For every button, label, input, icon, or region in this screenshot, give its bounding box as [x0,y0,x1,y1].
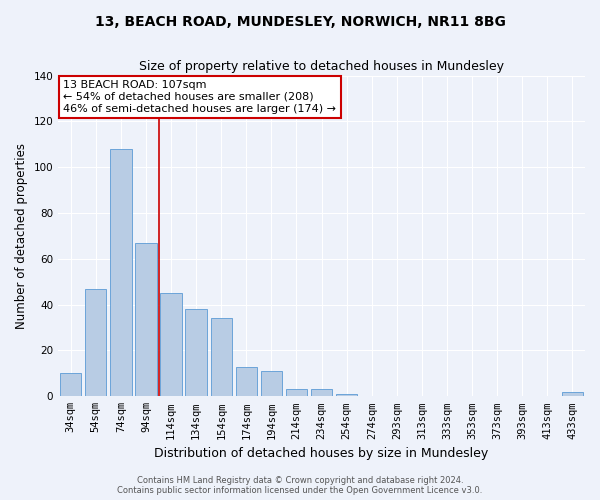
Title: Size of property relative to detached houses in Mundesley: Size of property relative to detached ho… [139,60,504,73]
Bar [85,288,106,397]
Text: 13, BEACH ROAD, MUNDESLEY, NORWICH, NR11 8BG: 13, BEACH ROAD, MUNDESLEY, NORWICH, NR11… [95,15,505,29]
Bar [110,149,131,396]
Bar [60,374,82,396]
X-axis label: Distribution of detached houses by size in Mundesley: Distribution of detached houses by size … [154,447,489,460]
Text: Contains HM Land Registry data © Crown copyright and database right 2024.
Contai: Contains HM Land Registry data © Crown c… [118,476,482,495]
Bar [261,371,282,396]
Bar [160,293,182,397]
Bar [311,390,332,396]
Bar [286,390,307,396]
Bar [562,392,583,396]
Text: 13 BEACH ROAD: 107sqm
← 54% of detached houses are smaller (208)
46% of semi-det: 13 BEACH ROAD: 107sqm ← 54% of detached … [64,80,337,114]
Y-axis label: Number of detached properties: Number of detached properties [15,143,28,329]
Bar [136,243,157,396]
Bar [336,394,358,396]
Bar [236,366,257,396]
Bar [211,318,232,396]
Bar [185,309,207,396]
